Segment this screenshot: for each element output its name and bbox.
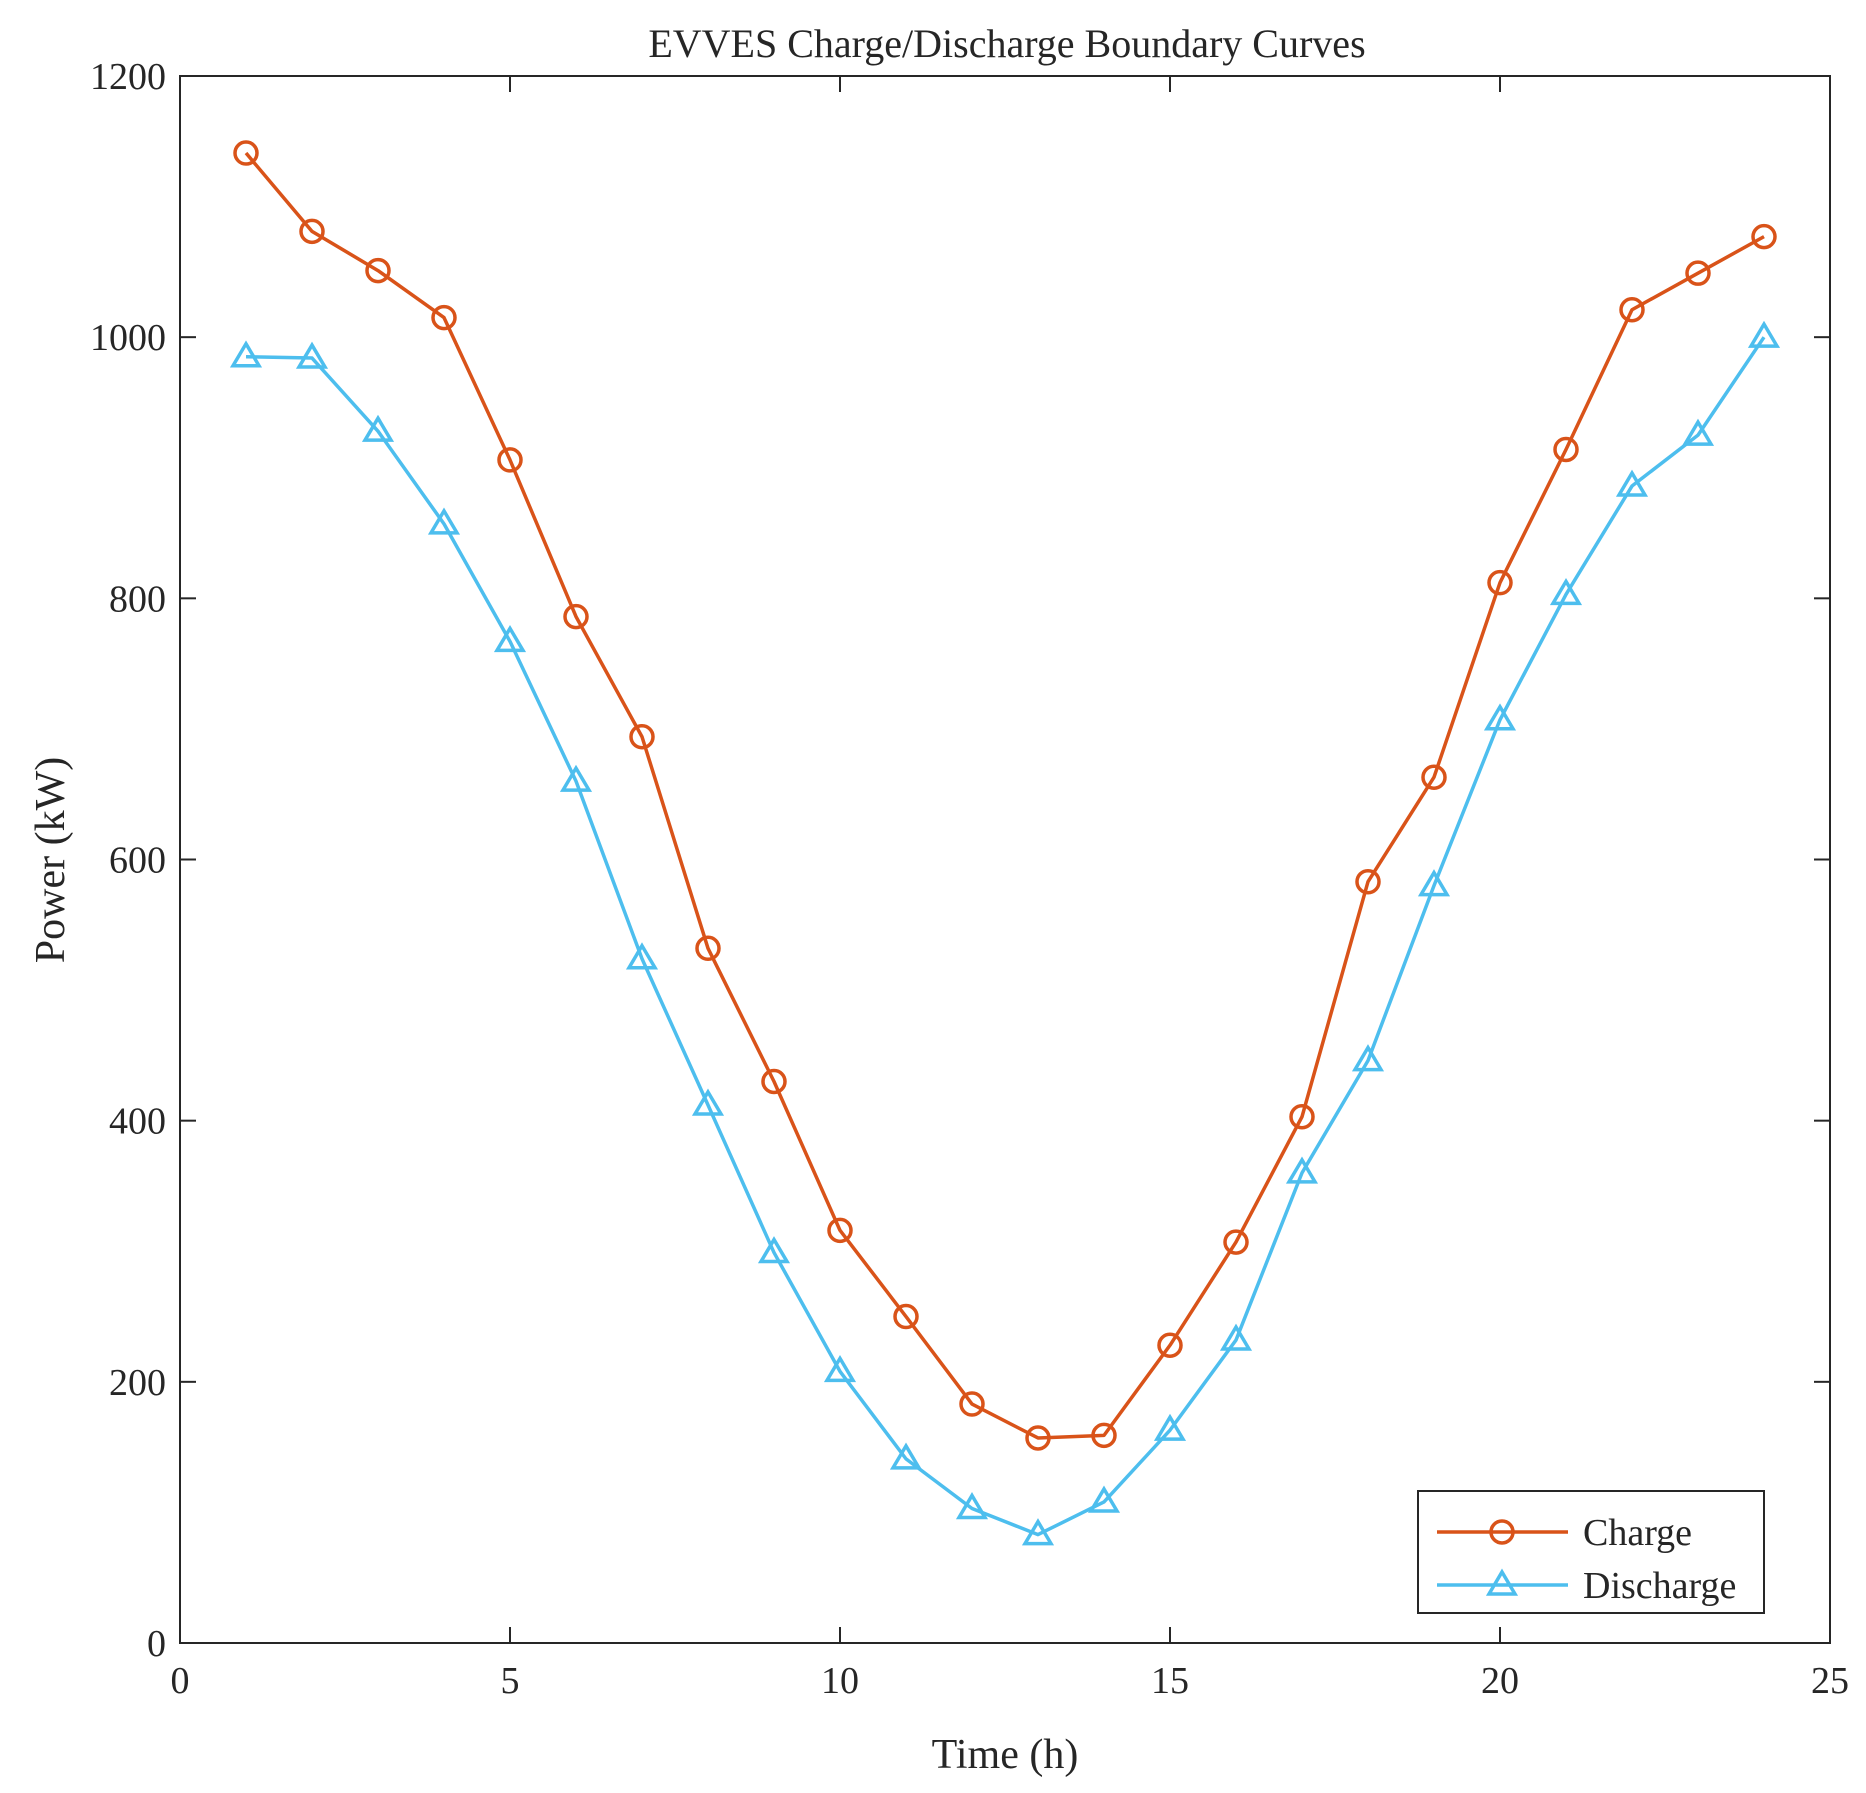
data-point-discharge xyxy=(625,942,659,970)
legend: Charge Discharge xyxy=(1417,1490,1765,1614)
data-point-discharge xyxy=(691,1088,725,1116)
series-line-charge xyxy=(244,151,1765,1440)
data-point-charge xyxy=(1355,868,1381,895)
data-point-charge xyxy=(1421,764,1447,790)
legend-box xyxy=(1417,1490,1765,1614)
data-point-charge xyxy=(365,257,391,284)
data-point-discharge xyxy=(229,340,263,368)
data-point-charge xyxy=(1751,223,1777,250)
data-point-discharge xyxy=(559,764,593,792)
data-point-discharge xyxy=(493,624,527,653)
data-point-discharge xyxy=(1615,469,1649,497)
axis-ticks: 0 5 10 15 20 25 0 200 400 600 800 1000 1200 xyxy=(90,56,1849,1702)
data-point-charge xyxy=(431,304,457,331)
data-point-discharge xyxy=(1351,1044,1385,1072)
y-tick-label: 0 xyxy=(147,1623,166,1665)
legend-discharge-label: Discharge xyxy=(1583,1565,1736,1607)
data-point-charge xyxy=(1223,1229,1249,1255)
data-point-charge xyxy=(629,724,655,750)
data-point-discharge xyxy=(295,341,329,369)
data-point-charge xyxy=(695,935,721,962)
axes-box xyxy=(179,75,1831,1644)
data-point-charge xyxy=(1025,1425,1051,1451)
data-point-charge xyxy=(299,218,325,245)
data-point-charge xyxy=(497,447,523,473)
data-point-discharge xyxy=(1021,1518,1055,1546)
x-tick-label: 10 xyxy=(821,1660,859,1702)
series-line-discharge xyxy=(245,336,1766,1537)
y-tick-label: 800 xyxy=(109,578,166,620)
data-point-charge xyxy=(1487,569,1513,596)
y-tick-label: 600 xyxy=(109,840,166,882)
data-point-discharge xyxy=(1417,869,1451,897)
data-point-discharge xyxy=(1549,577,1583,606)
x-tick-label: 20 xyxy=(1481,1660,1519,1702)
y-tick-label: 1000 xyxy=(90,317,166,359)
data-point-charge xyxy=(1553,436,1579,463)
data-point-charge xyxy=(1685,260,1711,286)
y-axis-label: Power (kW) xyxy=(28,757,74,963)
data-point-charge xyxy=(1619,296,1645,323)
data-point-discharge xyxy=(1681,418,1715,446)
data-point-discharge xyxy=(1219,1323,1253,1351)
series-charge xyxy=(233,140,1777,1451)
data-point-discharge xyxy=(889,1442,923,1470)
data-point-discharge xyxy=(757,1236,791,1264)
data-point-discharge xyxy=(361,414,395,442)
data-point-charge xyxy=(233,140,259,166)
x-tick-label: 0 xyxy=(171,1660,190,1702)
x-tick-label: 5 xyxy=(501,1660,520,1702)
legend-charge-label: Charge xyxy=(1583,1512,1692,1554)
series-discharge xyxy=(229,320,1781,1546)
y-tick-label: 400 xyxy=(109,1101,166,1143)
data-point-discharge xyxy=(823,1354,857,1383)
data-point-charge xyxy=(1091,1422,1117,1449)
data-point-charge xyxy=(761,1068,787,1095)
x-axis-label: Time (h) xyxy=(932,1732,1079,1778)
data-point-discharge xyxy=(427,507,461,535)
data-point-discharge xyxy=(1747,320,1781,348)
x-tick-label: 25 xyxy=(1811,1660,1849,1702)
data-point-discharge xyxy=(1153,1413,1187,1441)
data-point-discharge xyxy=(955,1492,989,1520)
data-point-charge xyxy=(1289,1103,1315,1130)
data-point-discharge xyxy=(1087,1485,1121,1513)
data-point-charge xyxy=(563,603,589,630)
y-tick-label: 200 xyxy=(109,1362,166,1404)
y-tick-label: 1200 xyxy=(90,56,166,98)
data-point-discharge xyxy=(1483,703,1517,731)
legend-charge-marker xyxy=(1489,1519,1515,1545)
data-point-charge xyxy=(1157,1332,1183,1359)
data-point-charge xyxy=(959,1391,985,1417)
chart-title: EVVES Charge/Discharge Boundary Curves xyxy=(648,21,1365,66)
data-point-charge xyxy=(827,1217,853,1244)
x-tick-label: 15 xyxy=(1151,1660,1189,1702)
legend-discharge-marker xyxy=(1485,1568,1519,1596)
data-point-discharge xyxy=(1285,1156,1319,1184)
series-group xyxy=(229,140,1781,1546)
data-point-charge xyxy=(893,1303,919,1330)
